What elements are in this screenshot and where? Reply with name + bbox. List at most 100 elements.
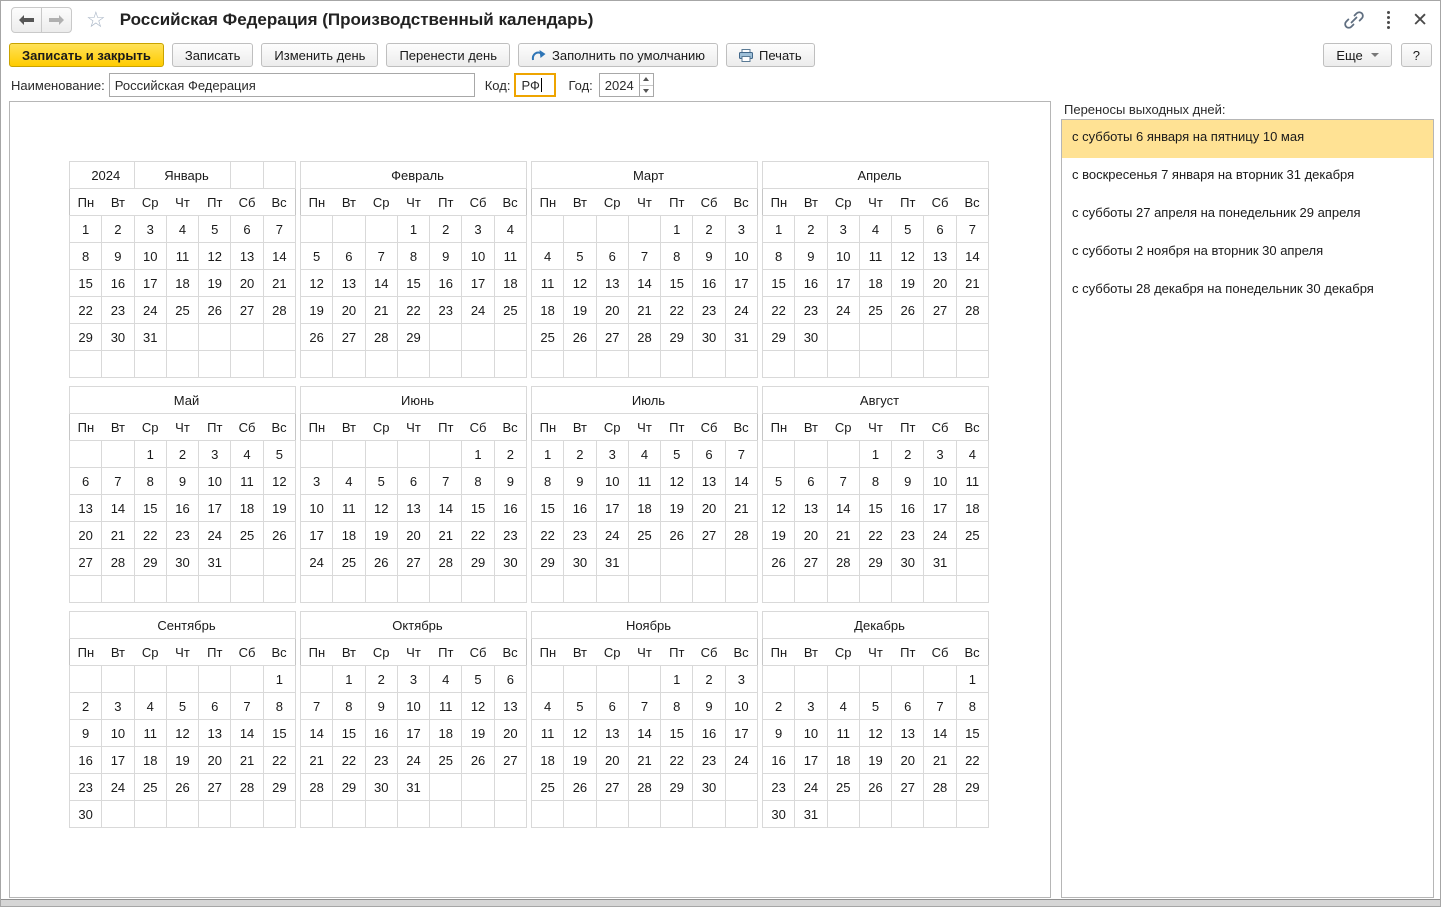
day-cell[interactable]: 18: [627, 494, 662, 522]
day-cell[interactable]: 8: [660, 242, 694, 270]
day-cell[interactable]: 15: [761, 269, 796, 297]
day-cell[interactable]: 26: [563, 323, 597, 351]
day-cell[interactable]: 11: [429, 692, 463, 720]
day-cell[interactable]: 14: [262, 242, 297, 270]
forward-button[interactable]: [41, 7, 72, 33]
day-cell[interactable]: 12: [165, 719, 200, 747]
day-cell[interactable]: 8: [262, 692, 297, 720]
day-cell[interactable]: 19: [198, 269, 232, 297]
day-cell[interactable]: 2: [692, 665, 726, 693]
day-cell[interactable]: 24: [724, 746, 759, 774]
day-cell[interactable]: 5: [461, 665, 495, 693]
help-button[interactable]: ?: [1400, 43, 1432, 67]
day-cell[interactable]: 28: [826, 548, 860, 576]
day-cell[interactable]: 17: [299, 521, 334, 549]
day-cell[interactable]: 13: [230, 242, 264, 270]
day-cell[interactable]: 6: [595, 242, 629, 270]
more-button[interactable]: Еще: [1323, 43, 1392, 67]
day-cell[interactable]: 6: [794, 467, 828, 495]
day-cell[interactable]: 17: [794, 746, 828, 774]
day-cell[interactable]: 29: [396, 323, 431, 351]
day-cell[interactable]: 22: [133, 521, 167, 549]
day-cell[interactable]: 23: [761, 773, 796, 801]
day-cell[interactable]: 13: [794, 494, 828, 522]
day-cell[interactable]: 27: [493, 746, 528, 774]
day-cell[interactable]: 12: [660, 467, 694, 495]
day-cell[interactable]: 19: [563, 296, 597, 324]
day-cell[interactable]: 27: [595, 773, 629, 801]
day-cell[interactable]: 28: [299, 773, 334, 801]
day-cell[interactable]: 4: [493, 215, 528, 243]
day-cell[interactable]: 24: [396, 746, 431, 774]
day-cell[interactable]: 9: [692, 242, 726, 270]
day-cell[interactable]: 27: [198, 773, 232, 801]
day-cell[interactable]: 18: [165, 269, 200, 297]
day-cell[interactable]: 25: [332, 548, 366, 576]
day-cell[interactable]: 3: [794, 692, 828, 720]
day-cell[interactable]: 18: [826, 746, 860, 774]
day-cell[interactable]: 20: [595, 296, 629, 324]
day-cell[interactable]: 18: [332, 521, 366, 549]
day-cell[interactable]: 2: [68, 692, 103, 720]
day-cell[interactable]: 16: [165, 494, 200, 522]
day-cell[interactable]: 12: [461, 692, 495, 720]
day-cell[interactable]: 24: [198, 521, 232, 549]
day-cell[interactable]: 17: [101, 746, 135, 774]
day-cell[interactable]: 3: [299, 467, 334, 495]
day-cell[interactable]: 31: [724, 323, 759, 351]
link-icon[interactable]: [1343, 10, 1365, 30]
day-cell[interactable]: 4: [165, 215, 200, 243]
day-cell[interactable]: 11: [493, 242, 528, 270]
day-cell[interactable]: 18: [530, 746, 565, 774]
code-input[interactable]: РФ: [514, 73, 557, 97]
day-cell[interactable]: 9: [563, 467, 597, 495]
day-cell[interactable]: 11: [530, 269, 565, 297]
day-cell[interactable]: 28: [101, 548, 135, 576]
day-cell[interactable]: 1: [68, 215, 103, 243]
day-cell[interactable]: 30: [493, 548, 528, 576]
day-cell[interactable]: 6: [332, 242, 366, 270]
day-cell[interactable]: 9: [68, 719, 103, 747]
day-cell[interactable]: 3: [396, 665, 431, 693]
day-cell[interactable]: 3: [101, 692, 135, 720]
day-cell[interactable]: 19: [660, 494, 694, 522]
day-cell[interactable]: 24: [826, 296, 860, 324]
day-cell[interactable]: 28: [627, 773, 662, 801]
save-and-close-button[interactable]: Записать и закрыть: [9, 43, 164, 67]
day-cell[interactable]: 4: [530, 242, 565, 270]
day-cell[interactable]: 11: [133, 719, 167, 747]
day-cell[interactable]: 23: [429, 296, 463, 324]
day-cell[interactable]: 31: [133, 323, 167, 351]
day-cell[interactable]: 24: [794, 773, 828, 801]
day-cell[interactable]: 12: [198, 242, 232, 270]
day-cell[interactable]: 16: [692, 719, 726, 747]
day-cell[interactable]: 18: [133, 746, 167, 774]
day-cell[interactable]: 23: [101, 296, 135, 324]
day-cell[interactable]: 29: [133, 548, 167, 576]
print-button[interactable]: Печать: [726, 43, 815, 67]
day-cell[interactable]: 22: [461, 521, 495, 549]
day-cell[interactable]: 20: [891, 746, 925, 774]
day-cell[interactable]: 17: [595, 494, 629, 522]
day-cell[interactable]: 29: [68, 323, 103, 351]
day-cell[interactable]: 10: [198, 467, 232, 495]
favorite-star-icon[interactable]: ☆: [86, 7, 106, 32]
day-cell[interactable]: 26: [461, 746, 495, 774]
day-cell[interactable]: 12: [891, 242, 925, 270]
day-cell[interactable]: 6: [198, 692, 232, 720]
day-cell[interactable]: 25: [429, 746, 463, 774]
day-cell[interactable]: 5: [858, 692, 893, 720]
day-cell[interactable]: 5: [660, 440, 694, 468]
day-cell[interactable]: 16: [563, 494, 597, 522]
day-cell[interactable]: 22: [761, 296, 796, 324]
transfer-list-item[interactable]: с субботы 2 ноября на вторник 30 апреля: [1072, 243, 1324, 258]
day-cell[interactable]: 28: [364, 323, 398, 351]
day-cell[interactable]: 25: [230, 521, 264, 549]
day-cell[interactable]: 7: [627, 242, 662, 270]
day-cell[interactable]: 7: [299, 692, 334, 720]
day-cell[interactable]: 6: [923, 215, 957, 243]
day-cell[interactable]: 3: [198, 440, 232, 468]
day-cell[interactable]: 22: [332, 746, 366, 774]
day-cell[interactable]: 28: [923, 773, 957, 801]
day-cell[interactable]: 15: [396, 269, 431, 297]
